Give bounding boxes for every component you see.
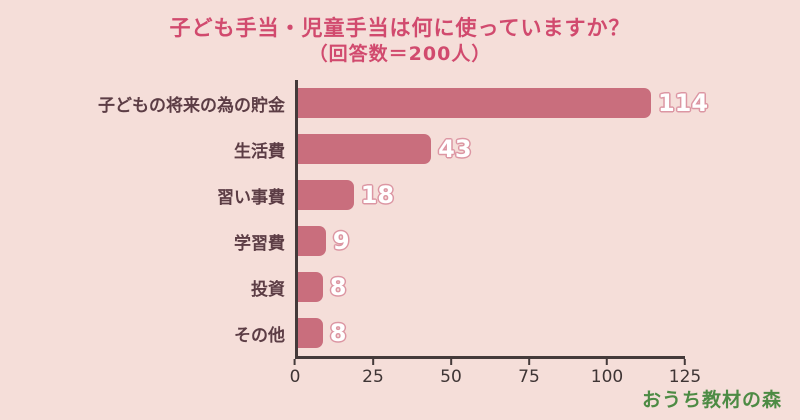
chart-title: 子ども手当・児童手当は何に使っていますか？ (169, 16, 631, 40)
tick-label: 100 (590, 367, 624, 387)
bar-track: 43 (295, 126, 685, 172)
x-axis-tick: 50 (440, 359, 462, 387)
tick-label: 50 (440, 367, 462, 387)
x-axis: 0 25 50 75 100 125 (290, 356, 701, 387)
chart-row: 習い事費 18 (55, 172, 685, 218)
bar-track: 8 (295, 310, 685, 356)
bar (298, 88, 651, 118)
tick-mark (683, 359, 686, 365)
category-label: その他 (234, 325, 285, 346)
brand-logo-text: おうち教材の森 (641, 389, 782, 411)
bar-track: 8 (295, 264, 685, 310)
bar-track: 9 (295, 218, 685, 264)
bar-track: 18 (295, 172, 685, 218)
x-axis-tick: 0 (289, 359, 301, 387)
x-axis-tick: 100 (591, 359, 623, 387)
chart-row: 生活費 43 (55, 126, 685, 172)
category-label: 習い事費 (217, 187, 285, 208)
value-label: 114 (657, 89, 709, 117)
chart-row: 投資 8 (55, 264, 685, 310)
bar-track: 114 (295, 80, 708, 126)
bar (298, 180, 354, 210)
chart-row: 子どもの将来の為の貯金 114 (55, 80, 708, 126)
value-label: 43 (438, 135, 472, 163)
bar-chart: 子どもの将来の為の貯金 114 生活費 43 習い事費 18 学習費 9 投資 8 その他 8 0 25… (55, 80, 708, 387)
category-label: 生活費 (234, 141, 285, 162)
category-label: 学習費 (234, 233, 285, 254)
x-axis-tick: 75 (518, 359, 540, 387)
tick-label: 25 (362, 367, 384, 387)
value-label: 18 (360, 181, 395, 209)
chart-row: その他 8 (55, 310, 685, 356)
bar (298, 318, 323, 348)
category-label: 投資 (251, 279, 285, 300)
tick-mark (371, 359, 374, 365)
tick-label: 75 (518, 367, 540, 387)
bar (298, 272, 323, 302)
category-label: 子どもの将来の為の貯金 (98, 95, 285, 116)
bar (298, 226, 326, 256)
value-label: 8 (329, 273, 347, 301)
tick-mark (293, 359, 296, 365)
x-axis-tick: 25 (362, 359, 384, 387)
tick-mark (449, 359, 452, 365)
value-label: 8 (329, 319, 347, 347)
tick-label: 0 (289, 367, 301, 387)
tick-mark (605, 359, 608, 365)
chart-row: 学習費 9 (55, 218, 685, 264)
bar-chart-rows: 子どもの将来の為の貯金 114 生活費 43 習い事費 18 学習費 9 投資 8 その他 8 (55, 80, 708, 356)
chart-title-block: 子ども手当・児童手当は何に使っていますか？ （回答数＝200人） (0, 0, 800, 68)
tick-mark (527, 359, 530, 365)
x-axis-tick: 125 (669, 359, 701, 387)
bar (298, 134, 432, 164)
chart-subtitle: （回答数＝200人） (308, 43, 492, 66)
tick-label: 125 (668, 367, 702, 387)
value-label: 9 (332, 227, 350, 255)
